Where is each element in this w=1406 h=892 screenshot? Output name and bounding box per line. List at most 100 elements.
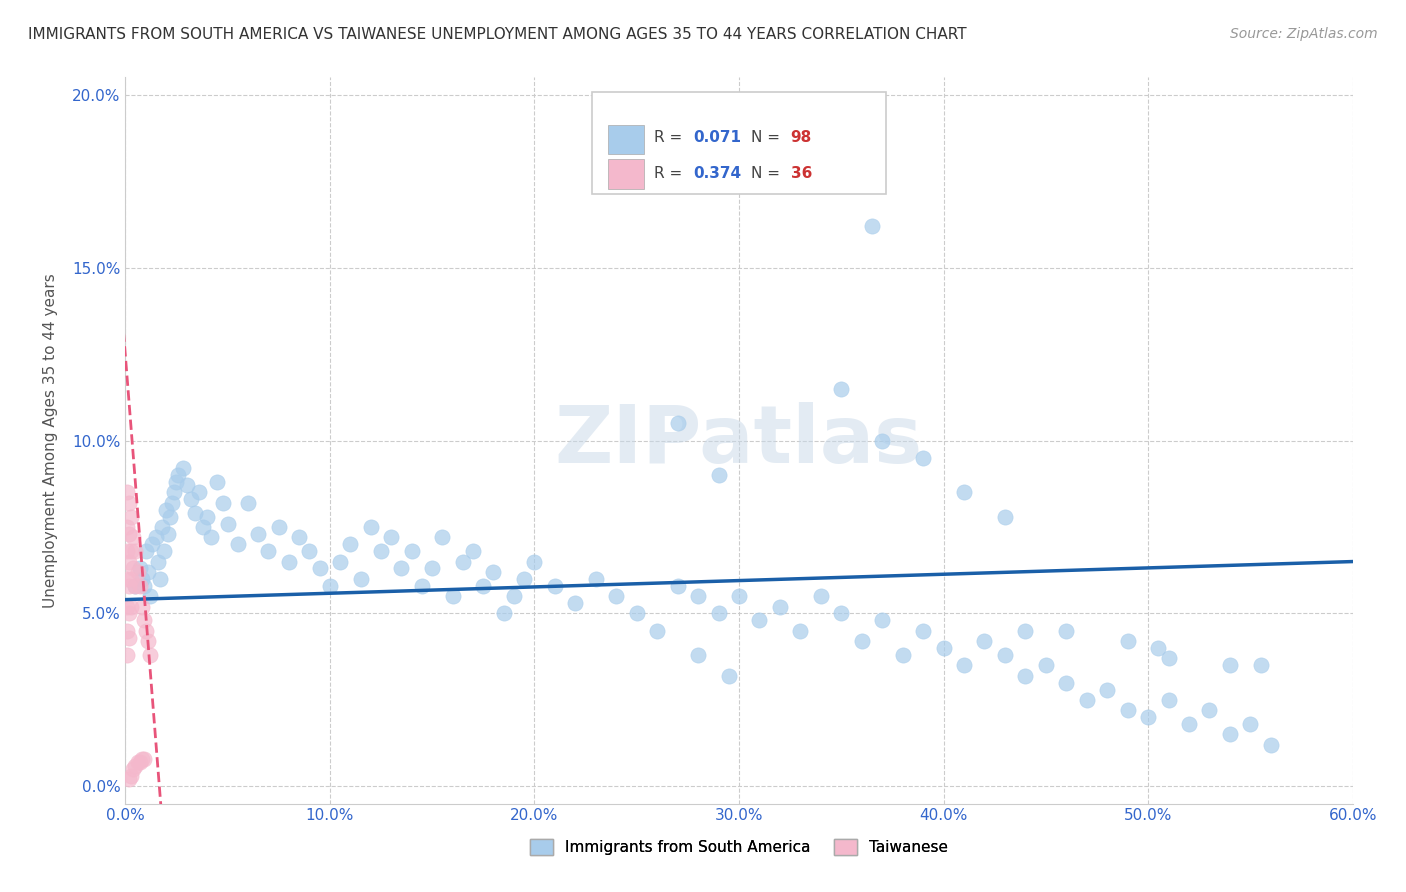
Point [120,599,142,614]
Point [195,509,218,524]
Point [420,561,443,575]
Point [994,509,1017,524]
Point [139,589,162,603]
Point [131,599,153,614]
Point [145,530,167,544]
Point [1095,682,1118,697]
Point [461,544,484,558]
Point [912,624,935,638]
Point [391,561,413,575]
Text: N =: N = [751,130,785,145]
Bar [607,160,644,188]
Point [226,537,249,551]
Point [157,527,180,541]
Point [482,565,505,579]
Point [117,624,139,638]
Point [141,537,163,551]
Point [118,579,141,593]
Point [411,579,433,593]
Point [124,579,146,593]
Legend: Immigrants from South America, Taiwanese: Immigrants from South America, Taiwanese [524,833,953,862]
Point [247,527,270,541]
Point [932,640,955,655]
Point [146,555,169,569]
Point [870,434,893,448]
Text: 0.374: 0.374 [693,166,742,181]
Point [544,579,567,593]
Point [666,579,689,593]
Point [117,648,139,662]
Point [191,520,214,534]
Point [212,496,235,510]
Point [626,607,648,621]
Point [128,561,150,575]
Point [1157,693,1180,707]
Point [492,607,515,621]
Point [1178,717,1201,731]
Bar [607,125,644,153]
Point [187,485,209,500]
Point [165,475,187,489]
Point [176,478,198,492]
Point [1116,703,1139,717]
Point [298,544,321,558]
Point [124,579,146,593]
Point [120,509,142,524]
Point [1116,634,1139,648]
Point [257,544,280,558]
Point [717,668,740,682]
Point [728,589,751,603]
Point [973,634,995,648]
Point [1054,675,1077,690]
Point [118,772,141,787]
Point [1035,658,1057,673]
Point [149,572,172,586]
Point [1014,624,1036,638]
Point [163,485,186,500]
Point [1239,717,1261,731]
Point [666,416,689,430]
Point [686,589,709,603]
Point [360,520,382,534]
Point [1157,651,1180,665]
Point [118,607,141,621]
Point [136,634,159,648]
Point [810,589,832,603]
Point [122,530,145,544]
Point [472,579,495,593]
Point [172,461,194,475]
Point [135,624,157,638]
Point [184,506,207,520]
Text: R =: R = [654,130,688,145]
Point [707,468,730,483]
Point [132,752,155,766]
Point [308,561,330,575]
Point [605,589,627,603]
Point [401,544,423,558]
Point [200,530,222,544]
Point [118,496,141,510]
Point [131,572,153,586]
Point [122,762,145,776]
Point [135,544,157,558]
Bar [592,92,886,194]
Point [131,752,153,766]
Point [117,520,139,534]
Point [267,520,290,534]
Point [288,530,311,544]
Point [155,502,177,516]
Point [139,648,162,662]
Point [645,624,668,638]
Point [1219,727,1241,741]
Point [1054,624,1077,638]
Point [686,648,709,662]
Point [851,634,873,648]
Point [432,530,454,544]
Point [180,492,202,507]
Point [513,572,536,586]
Text: 0.071: 0.071 [693,130,741,145]
Point [1260,738,1282,752]
Point [122,561,145,575]
Point [953,485,976,500]
Point [120,769,142,783]
